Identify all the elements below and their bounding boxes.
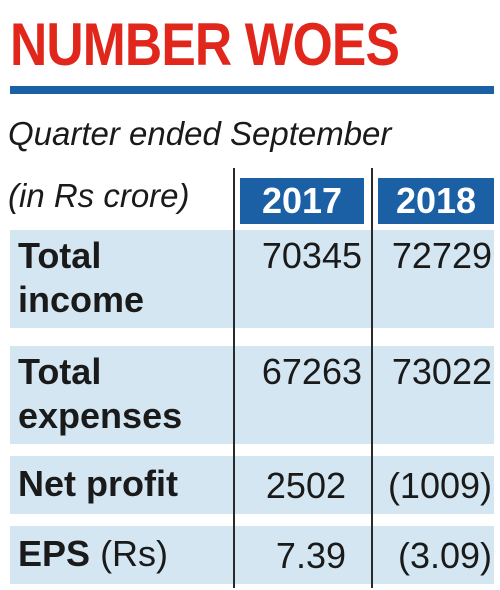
table-row-total-expenses: Total expenses 67263 73022 (10, 346, 494, 444)
row-label-unit: (Rs) (100, 533, 169, 574)
table-subtitle: Quarter ended September (8, 115, 392, 152)
table-row-eps: EPS (Rs) 7.39 (3.09) (10, 526, 494, 584)
column-header-2017: 2017 (240, 178, 364, 224)
cell-eps-2017: 7.39 (275, 535, 346, 576)
row-label-total-income: Total income (18, 234, 144, 322)
cell-total-income-2017: 70345 (261, 235, 362, 276)
row-label-net-profit: Net profit (18, 462, 178, 506)
cell-total-expenses-2017: 67263 (261, 351, 362, 392)
row-label-line: income (18, 279, 145, 320)
table-row-net-profit: Net profit 2502 (1009) (10, 456, 494, 514)
cell-total-income-2018: 72729 (391, 235, 492, 276)
column-divider (233, 168, 235, 588)
row-label-line: expenses (18, 395, 183, 436)
unit-label: (in Rs crore) (8, 177, 190, 214)
table-row-total-income: Total income 70345 72729 (10, 230, 494, 328)
cell-net-profit-2018: (1009) (387, 465, 492, 506)
row-label-eps: EPS (Rs) (18, 532, 168, 576)
cell-total-expenses-2018: 73022 (391, 351, 492, 392)
row-label-total-expenses: Total expenses (18, 350, 182, 438)
column-header-2018: 2018 (378, 178, 494, 224)
page-title: NUMBER WOES (10, 11, 400, 78)
row-label-main: EPS (18, 533, 91, 574)
column-divider (371, 168, 373, 588)
row-label-line: Total (18, 235, 102, 276)
row-label-line: Net profit (18, 463, 178, 504)
row-label-line: Total (18, 351, 102, 392)
cell-eps-2018: (3.09) (397, 535, 492, 576)
cell-net-profit-2017: 2502 (265, 465, 346, 506)
title-underline (10, 86, 494, 94)
